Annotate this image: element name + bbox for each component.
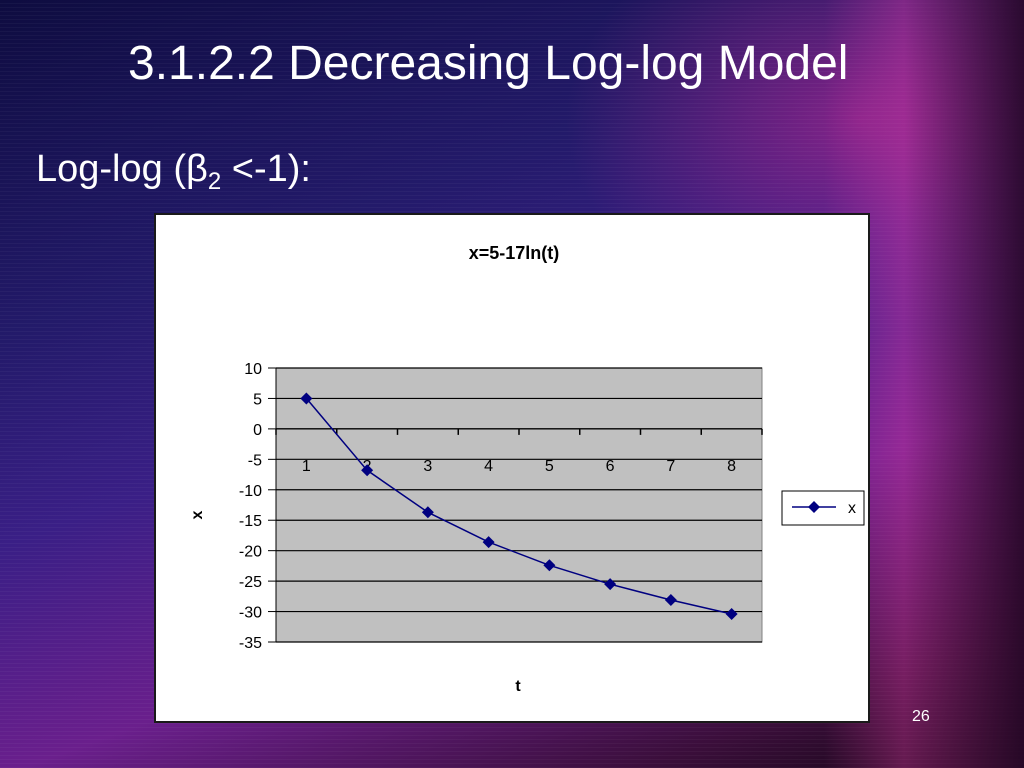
legend-label: x [848, 500, 856, 517]
x-axis-label: t [515, 678, 521, 695]
slide-title: 3.1.2.2 Decreasing Log-log Model [128, 37, 849, 90]
legend-marker-icon [808, 501, 820, 513]
slide-subtitle: Log-log (β2 <-1): [36, 148, 311, 195]
subtitle-suffix: <-1): [231, 148, 311, 190]
data-point-marker [300, 392, 313, 405]
data-point-marker [725, 607, 738, 620]
data-point-marker [543, 559, 556, 572]
x-tick-label: 6 [606, 458, 615, 475]
slide-number: 26 [912, 708, 930, 725]
y-tick-label: -5 [248, 452, 262, 469]
y-tick-label: -15 [239, 513, 262, 530]
x-tick-label: 4 [484, 458, 493, 475]
series-line [305, 397, 732, 615]
y-tick-label: 0 [253, 422, 262, 439]
y-tick-label: -20 [239, 544, 262, 561]
y-tick-label: 5 [253, 391, 262, 408]
y-tick-label: -10 [239, 483, 262, 500]
y-axis-label: x [189, 510, 206, 519]
data-point-marker [664, 593, 677, 606]
plot-area [275, 367, 763, 643]
y-tick-label: -30 [239, 605, 262, 622]
data-point-marker [604, 578, 617, 591]
data-point-marker [361, 464, 374, 477]
x-tick-label: 5 [545, 458, 554, 475]
x-tick-label: 1 [302, 458, 311, 475]
x-tick-label: 8 [727, 458, 736, 475]
chart-svg: x=5-17ln(t) 1050-5-10-15-20-25-30-351234… [189, 243, 865, 695]
subtitle-prefix: Log-log (β [36, 148, 208, 190]
chart-title: x=5-17ln(t) [469, 243, 560, 263]
subtitle-subscript: 2 [207, 168, 222, 195]
y-tick-label: -25 [239, 574, 262, 591]
x-tick-label: 3 [423, 458, 432, 475]
series-layer [300, 392, 738, 620]
legend-box [781, 490, 865, 526]
y-tick-label: -35 [239, 635, 262, 652]
y-tick-label: 10 [244, 361, 262, 378]
chart-container: x=5-17ln(t) 1050-5-10-15-20-25-30-351234… [154, 213, 870, 723]
data-point-marker [421, 506, 434, 519]
x-tick-label: 7 [666, 458, 675, 475]
data-point-marker [482, 536, 495, 549]
